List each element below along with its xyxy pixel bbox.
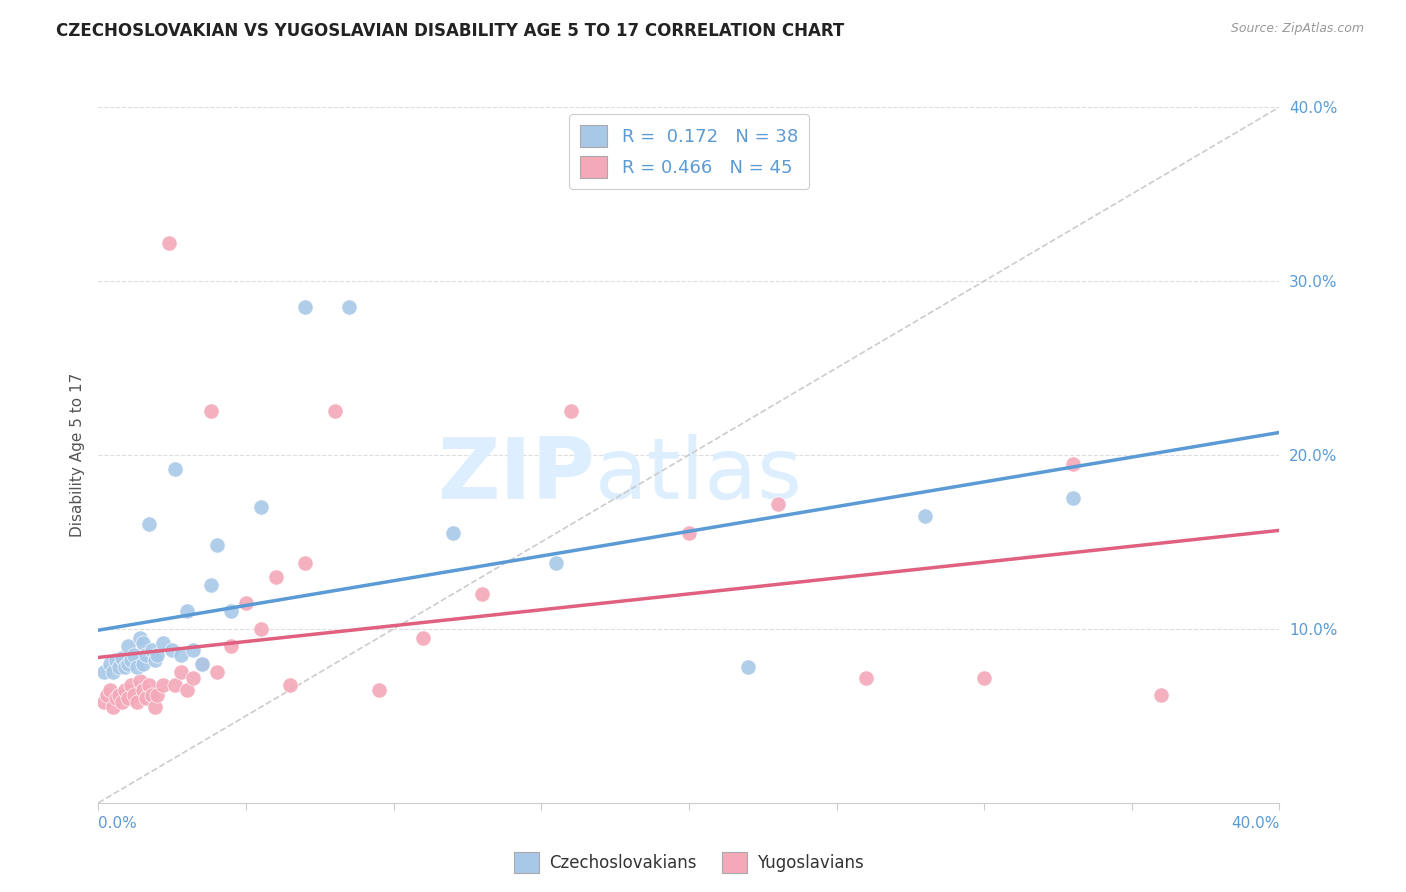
- Point: [114, 660, 136, 674]
- Point: [176, 682, 198, 697]
- Point: [105, 691, 128, 706]
- Point: [117, 639, 139, 653]
- Text: Source: ZipAtlas.com: Source: ZipAtlas.com: [1230, 22, 1364, 36]
- Point: [973, 671, 995, 685]
- Point: [141, 642, 163, 657]
- Point: [1062, 491, 1084, 506]
- Point: [250, 500, 273, 514]
- Point: [191, 657, 214, 671]
- Point: [122, 688, 145, 702]
- Point: [135, 691, 157, 706]
- Point: [412, 631, 434, 645]
- Point: [103, 665, 125, 680]
- Point: [141, 688, 163, 702]
- Point: [146, 688, 169, 702]
- Point: [471, 587, 494, 601]
- Point: [120, 653, 142, 667]
- Point: [294, 556, 316, 570]
- Point: [165, 462, 187, 476]
- Point: [125, 695, 148, 709]
- Point: [205, 538, 228, 552]
- Point: [132, 636, 155, 650]
- Point: [135, 648, 157, 662]
- Text: ZIP: ZIP: [437, 434, 595, 517]
- Point: [103, 700, 125, 714]
- Point: [678, 526, 700, 541]
- Point: [191, 657, 214, 671]
- Point: [176, 605, 198, 619]
- Point: [294, 300, 316, 314]
- Point: [235, 596, 257, 610]
- Point: [117, 657, 139, 671]
- Point: [114, 682, 136, 697]
- Text: CZECHOSLOVAKIAN VS YUGOSLAVIAN DISABILITY AGE 5 TO 17 CORRELATION CHART: CZECHOSLOVAKIAN VS YUGOSLAVIAN DISABILIT…: [56, 22, 845, 40]
- Point: [544, 556, 567, 570]
- Point: [132, 682, 155, 697]
- Point: [128, 631, 150, 645]
- Point: [181, 642, 204, 657]
- Point: [143, 700, 166, 714]
- Point: [143, 653, 166, 667]
- Point: [737, 660, 759, 674]
- Point: [560, 404, 582, 418]
- Point: [157, 235, 180, 250]
- Point: [855, 671, 877, 685]
- Point: [1062, 457, 1084, 471]
- Point: [181, 671, 204, 685]
- Point: [98, 682, 121, 697]
- Point: [441, 526, 464, 541]
- Point: [219, 639, 242, 653]
- Point: [105, 653, 128, 667]
- Point: [1150, 688, 1173, 702]
- Point: [200, 404, 222, 418]
- Point: [111, 695, 134, 709]
- Point: [96, 688, 118, 702]
- Point: [200, 578, 222, 592]
- Point: [205, 665, 228, 680]
- Point: [146, 648, 169, 662]
- Point: [125, 660, 148, 674]
- Point: [93, 695, 115, 709]
- Point: [162, 642, 183, 657]
- Point: [93, 665, 115, 680]
- Point: [323, 404, 346, 418]
- Point: [111, 651, 134, 665]
- Text: 40.0%: 40.0%: [1232, 816, 1279, 831]
- Point: [914, 508, 936, 523]
- Text: 0.0%: 0.0%: [98, 816, 138, 831]
- Point: [264, 570, 287, 584]
- Text: atlas: atlas: [595, 434, 803, 517]
- Point: [152, 636, 174, 650]
- Point: [128, 674, 150, 689]
- Y-axis label: Disability Age 5 to 17: Disability Age 5 to 17: [69, 373, 84, 537]
- Point: [138, 517, 160, 532]
- Point: [108, 660, 131, 674]
- Point: [278, 677, 302, 691]
- Point: [117, 691, 139, 706]
- Legend: R =  0.172   N = 38, R = 0.466   N = 45: R = 0.172 N = 38, R = 0.466 N = 45: [569, 114, 808, 189]
- Point: [98, 657, 121, 671]
- Point: [219, 605, 242, 619]
- Point: [122, 648, 145, 662]
- Legend: Czechoslovakians, Yugoslavians: Czechoslovakians, Yugoslavians: [508, 846, 870, 880]
- Point: [108, 688, 131, 702]
- Point: [368, 682, 391, 697]
- Point: [165, 677, 187, 691]
- Point: [170, 648, 193, 662]
- Point: [138, 677, 160, 691]
- Point: [152, 677, 174, 691]
- Point: [250, 622, 273, 636]
- Point: [132, 657, 155, 671]
- Point: [337, 300, 360, 314]
- Point: [766, 497, 789, 511]
- Point: [120, 677, 142, 691]
- Point: [170, 665, 193, 680]
